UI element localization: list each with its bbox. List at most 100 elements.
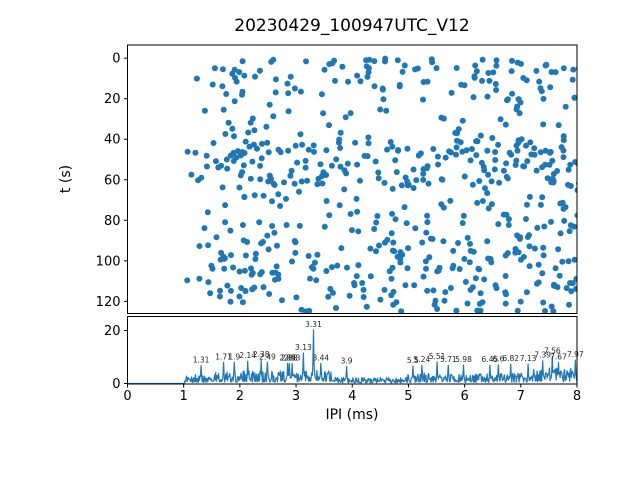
scatter-point	[241, 194, 248, 201]
scatter-point	[393, 299, 400, 306]
scatter-point	[470, 248, 477, 255]
scatter-point	[473, 152, 480, 159]
scatter-point	[345, 78, 352, 85]
scatter-point	[396, 81, 403, 88]
scatter-point	[284, 80, 291, 87]
peak-annotation: 2.88	[281, 353, 298, 362]
peak-annotation: 3.44	[312, 353, 329, 362]
scatter-point	[422, 258, 429, 265]
scatter-point	[514, 307, 521, 314]
scatter-point	[231, 98, 238, 105]
scatter-point	[323, 147, 330, 154]
scatter-point	[297, 88, 304, 95]
scatter-point	[394, 57, 401, 64]
scatter-point	[512, 246, 519, 252]
scatter-point	[337, 129, 344, 136]
peak-annotation: 7.97	[567, 350, 584, 359]
scatter-point	[526, 193, 533, 200]
scatter-point	[219, 83, 226, 90]
scatter-point	[488, 201, 495, 208]
scatter-point	[252, 250, 259, 257]
scatter-point	[297, 131, 304, 138]
scatter-point	[509, 90, 516, 97]
scatter-point	[512, 162, 519, 168]
scatter-point	[516, 110, 523, 117]
scatter-point	[420, 273, 427, 280]
scatter-point	[334, 262, 341, 269]
scatter-point	[571, 223, 577, 230]
scatter-point	[315, 175, 322, 182]
scatter-point	[294, 159, 301, 166]
scatter-point	[360, 286, 367, 293]
scatter-point	[455, 240, 461, 246]
scatter-point	[560, 133, 567, 140]
scatter-point	[549, 157, 556, 164]
scatter-point	[311, 259, 318, 266]
scatter-point	[434, 306, 441, 312]
scatter-point	[563, 285, 570, 292]
scatter-point	[426, 254, 433, 261]
scatter-point	[404, 145, 411, 152]
scatter-point	[447, 197, 454, 204]
scatter-point	[576, 94, 577, 98]
y-tick-label: 60	[104, 173, 121, 188]
scatter-point	[479, 198, 486, 204]
scatter-point	[485, 70, 492, 76]
scatter-point	[478, 159, 485, 166]
scatter-point	[271, 182, 278, 188]
scatter-point	[562, 103, 569, 110]
scatter-point	[196, 243, 203, 250]
scatter-point	[486, 77, 493, 84]
scatter-point	[225, 119, 232, 126]
scatter-point	[404, 265, 411, 272]
scatter-point	[222, 202, 229, 209]
scatter-point	[287, 73, 294, 80]
scatter-point	[467, 157, 474, 164]
scatter-point	[425, 180, 432, 187]
scatter-point	[269, 198, 275, 205]
scatter-point	[283, 222, 290, 228]
scatter-point	[453, 307, 460, 314]
scatter-point	[341, 186, 348, 193]
scatter-point	[504, 97, 510, 104]
scatter-point	[227, 298, 234, 305]
scatter-point	[365, 140, 372, 147]
scatter-point	[392, 157, 399, 164]
scatter-point	[310, 142, 317, 149]
scatter-point	[248, 265, 254, 272]
scatter-point	[430, 287, 437, 294]
scatter-point	[414, 65, 421, 72]
scatter-point	[424, 219, 431, 226]
scatter-point	[537, 149, 544, 156]
scatter-point	[404, 178, 411, 185]
scatter-point	[514, 147, 521, 154]
scatter-point	[252, 256, 259, 262]
peak-annotation: 5.51	[429, 352, 446, 361]
scatter-point	[318, 91, 325, 98]
ipi-line-group	[127, 329, 577, 384]
peak-annotation: 1.31	[193, 356, 210, 365]
scatter-point	[239, 169, 246, 176]
scatter-point	[462, 278, 469, 285]
scatter-point	[218, 249, 225, 256]
scatter-point	[537, 85, 544, 92]
scatter-point	[558, 144, 565, 151]
tick-marks-group	[124, 57, 578, 388]
scatter-point	[364, 73, 371, 80]
scatter-point	[399, 251, 406, 258]
scatter-point	[531, 145, 538, 152]
scatter-point	[497, 116, 504, 123]
peak-annotation: 2.49	[259, 352, 276, 361]
scatter-point	[310, 265, 317, 272]
scatter-point	[240, 162, 247, 169]
scatter-point	[537, 201, 544, 208]
y-tick-label: 40	[104, 133, 121, 148]
scatter-point	[201, 107, 208, 114]
scatter-point	[242, 252, 249, 259]
scatter-point	[196, 275, 203, 282]
scatter-point	[464, 300, 471, 307]
scatter-point	[353, 273, 360, 280]
scatter-point	[442, 154, 449, 161]
peak-annotation: 1.9	[228, 352, 240, 361]
scatter-point	[446, 148, 453, 155]
